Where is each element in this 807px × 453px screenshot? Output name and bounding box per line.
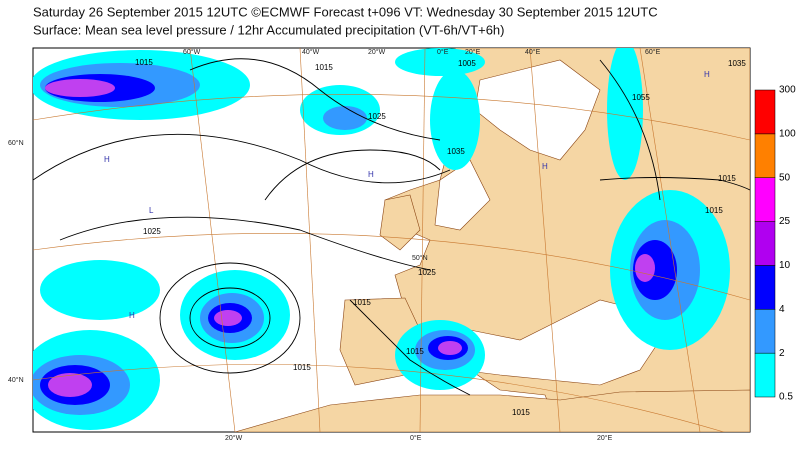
isobar-label: 1055 [632,93,650,102]
graticule-label: 60°E [645,48,661,56]
africa [234,389,750,432]
colorbar: 0.5 2 4 10 25 50 100 300 [754,85,796,403]
colorbar-segment [754,352,776,398]
isobars [33,58,750,396]
isobar-label: 1015 [406,347,424,356]
isobar-label: 1035 [447,147,465,156]
colorbar-label: 300 [779,85,796,96]
colorbar-segment [754,265,776,310]
baltic-sea [474,59,601,161]
graticule-label: 20°W [368,48,386,56]
graticule-label: 40°E [525,48,541,56]
isobar-label: 1025 [368,112,386,121]
graticule-label: 40°W [302,48,320,56]
graticule-label: 60°N [8,139,24,147]
isobar-label: 1015 [512,408,530,417]
colorbar-label: 100 [779,128,796,139]
pressure-centre: H [104,155,110,164]
colorbar-segment [754,133,776,178]
map-labels: 60°W 40°W 20°W 0°E 20°E 40°E 60°E 60°N 40°N 50°N 2… [8,48,746,442]
colorbar-segment [754,309,776,354]
isobar-label: 1015 [315,63,333,72]
graticule-label: 20°E [465,48,481,56]
subtitle: Surface: Mean sea level pressure / 12hr … [33,22,505,37]
pressure-centre: L [149,206,154,215]
colorbar-label: 50 [779,172,791,183]
isobar-label: 1015 [353,298,371,307]
colorbar-segment [754,177,776,222]
graticule [33,48,750,432]
isobar-label: 1015 [135,58,153,67]
colorbar-label: 25 [779,216,791,227]
colorbar-segment [754,221,776,266]
colorbar-segment [754,89,776,135]
pressure-centre: H [542,162,548,171]
isobar-label: 1025 [143,227,161,236]
isobar-label: 1015 [705,206,723,215]
colorbar-label: 10 [779,260,791,271]
pressure-centre: H [704,70,710,79]
graticule-label: 50°N [412,254,428,262]
graticule-label: 20°W [225,434,243,442]
graticule-label: 40°N [8,376,24,384]
title: Saturday 26 September 2015 12UTC ©ECMWF … [33,4,658,19]
geography [33,48,750,432]
colorbar-label: 0.5 [779,392,793,403]
isobar-label: 1015 [293,363,311,372]
isobar-label: 1015 [718,174,736,183]
graticule-label: 0°E [410,434,422,442]
pressure-centre: H [368,170,374,179]
pressure-centre: H [129,311,135,320]
map-area [32,47,751,433]
graticule-label: 60°W [183,48,201,56]
isobar-label: 1025 [418,268,436,277]
isobar-label: 1035 [728,59,746,68]
colorbar-label: 4 [779,304,785,315]
britain [379,194,421,251]
isobar-label: 1005 [458,59,476,68]
graticule-label: 20°E [597,434,613,442]
colorbar-label: 2 [779,348,785,359]
graticule-label: 0°E [437,48,449,56]
